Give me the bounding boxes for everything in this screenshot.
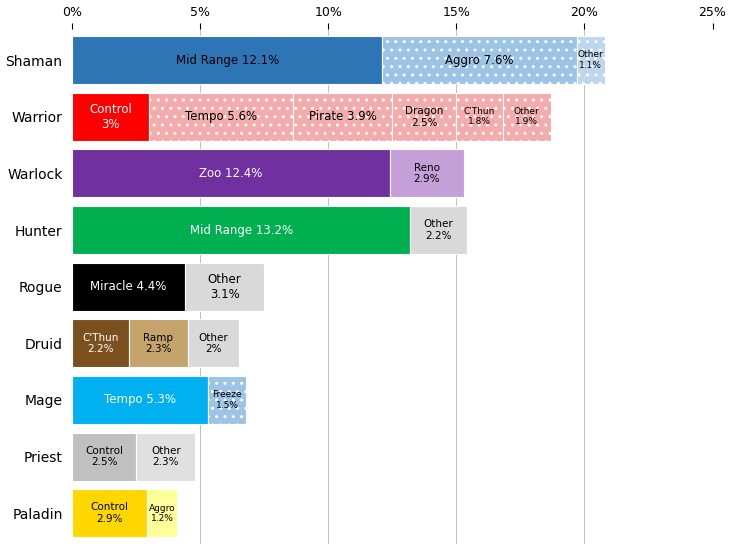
Text: Aggro 7.6%: Aggro 7.6%: [445, 54, 514, 67]
Bar: [72, 93, 149, 141]
Bar: [187, 320, 239, 367]
Text: Mid Range 12.1%: Mid Range 12.1%: [176, 54, 279, 67]
Bar: [72, 36, 382, 84]
Text: Tempo 5.3%: Tempo 5.3%: [104, 393, 176, 406]
Bar: [411, 206, 467, 254]
Text: Other
2.3%: Other 2.3%: [151, 446, 181, 467]
Text: Miracle 4.4%: Miracle 4.4%: [91, 280, 167, 293]
Text: Dragon
2.5%: Dragon 2.5%: [406, 106, 444, 128]
Text: Other
2.2%: Other 2.2%: [424, 219, 453, 241]
Text: Other
1.1%: Other 1.1%: [578, 51, 604, 70]
Bar: [293, 93, 392, 141]
Bar: [457, 93, 502, 141]
Bar: [185, 263, 264, 311]
Text: Other
3.1%: Other 3.1%: [208, 273, 242, 301]
Text: Control
2.5%: Control 2.5%: [86, 446, 123, 467]
Text: Control
2.9%: Control 2.9%: [91, 503, 128, 524]
Bar: [72, 489, 146, 537]
Bar: [72, 150, 390, 197]
Text: Aggro
1.2%: Aggro 1.2%: [149, 504, 175, 523]
Text: Tempo 5.6%: Tempo 5.6%: [184, 110, 257, 123]
Bar: [72, 263, 185, 311]
Bar: [208, 376, 247, 424]
Text: Pirate 3.9%: Pirate 3.9%: [308, 110, 376, 123]
Text: Control
3%: Control 3%: [89, 103, 132, 131]
Bar: [72, 320, 129, 367]
Text: Freeze
1.5%: Freeze 1.5%: [212, 390, 242, 410]
Bar: [72, 432, 136, 481]
Text: C'Thun
2.2%: C'Thun 2.2%: [82, 333, 119, 354]
Bar: [136, 432, 195, 481]
Bar: [72, 376, 208, 424]
Text: Zoo 12.4%: Zoo 12.4%: [199, 167, 263, 180]
Bar: [146, 489, 177, 537]
Bar: [72, 206, 411, 254]
Bar: [149, 93, 293, 141]
Text: Mid Range 13.2%: Mid Range 13.2%: [190, 223, 293, 236]
Text: Other
2%: Other 2%: [198, 333, 228, 354]
Bar: [382, 36, 577, 84]
Text: Other
1.9%: Other 1.9%: [514, 107, 539, 126]
Bar: [129, 320, 187, 367]
Text: Reno
2.9%: Reno 2.9%: [414, 163, 440, 184]
Bar: [390, 150, 464, 197]
Text: Ramp
2.3%: Ramp 2.3%: [143, 333, 173, 354]
Bar: [577, 36, 605, 84]
Bar: [392, 93, 457, 141]
Text: C'Thun
1.8%: C'Thun 1.8%: [464, 107, 495, 126]
Bar: [502, 93, 551, 141]
